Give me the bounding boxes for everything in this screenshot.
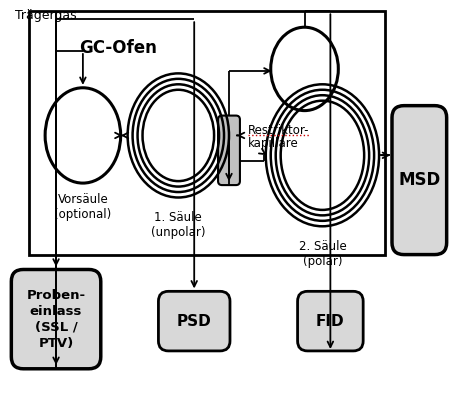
Text: MSD: MSD: [397, 171, 440, 189]
Text: Proben-
einlass
(SSL /
PTV): Proben- einlass (SSL / PTV): [26, 289, 86, 349]
Text: 1. Säule
(unpolar): 1. Säule (unpolar): [151, 211, 205, 239]
FancyBboxPatch shape: [11, 269, 101, 369]
Text: Vorsäule
(optional): Vorsäule (optional): [54, 193, 111, 221]
Text: Restriktor-: Restriktor-: [248, 124, 308, 137]
Bar: [29, 11, 384, 255]
FancyBboxPatch shape: [217, 115, 239, 185]
FancyBboxPatch shape: [297, 291, 362, 351]
Text: 2. Säule
(polar): 2. Säule (polar): [298, 240, 345, 268]
FancyBboxPatch shape: [158, 291, 229, 351]
Text: GC-Ofen: GC-Ofen: [79, 39, 157, 57]
Text: FID: FID: [315, 314, 344, 329]
Text: kapillare: kapillare: [248, 138, 298, 151]
Text: Trägergas: Trägergas: [15, 9, 77, 22]
Text: PSD: PSD: [177, 314, 211, 329]
FancyBboxPatch shape: [391, 106, 446, 255]
